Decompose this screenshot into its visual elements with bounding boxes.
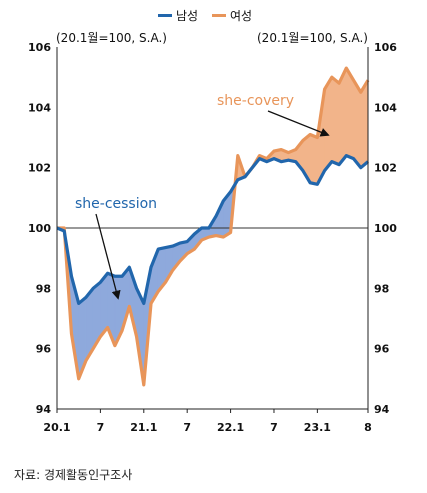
- legend-label-female: 여성: [230, 9, 252, 23]
- x-tick-label: 7: [97, 421, 105, 434]
- gap-area-segment: [346, 67, 354, 160]
- x-tick-label: 23.1: [304, 421, 331, 434]
- y-tick-label-right: 98: [374, 282, 389, 295]
- y-tick-label-left: 102: [28, 162, 51, 175]
- y-tick-label-right: 106: [374, 41, 397, 54]
- y-tick-label-left: 104: [28, 101, 51, 114]
- series-line-female: [57, 66, 370, 387]
- y-tick-label-left: 100: [28, 222, 51, 235]
- x-tick-label: 20.1: [43, 421, 70, 434]
- legend-swatch-female: [212, 14, 226, 17]
- y-tick-label-right: 94: [374, 403, 390, 416]
- y-tick-label-left: 106: [28, 41, 51, 54]
- y-tick-label-right: 96: [374, 343, 390, 356]
- series-lines: [56, 66, 370, 387]
- y-tick-label-left: 98: [36, 282, 51, 295]
- y-tick-label-left: 96: [36, 343, 52, 356]
- legend: 남성 여성: [158, 9, 252, 23]
- gap-area-segment: [309, 134, 318, 185]
- x-tick-label: 21.1: [130, 421, 157, 434]
- legend-label-male: 남성: [176, 9, 198, 23]
- y-tick-label-left: 94: [36, 403, 52, 416]
- annotation-arrow-she-cession: [95, 213, 121, 300]
- annotation-she-covery: she-covery: [217, 93, 294, 109]
- gap-area-segment: [331, 76, 340, 166]
- y-tick-label-right: 104: [374, 101, 397, 114]
- x-tick-label: 22.1: [217, 421, 244, 434]
- annotations: she-cession she-covery: [75, 93, 330, 300]
- source-note: 자료: 경제활동인구조사: [14, 468, 133, 482]
- annotation-arrow-she-covery: [267, 110, 330, 137]
- y-left-unit-label: (20.1월=100, S.A.): [56, 31, 167, 45]
- y-right-unit-label: (20.1월=100, S.A.): [257, 31, 368, 45]
- series-line-male: [56, 154, 370, 306]
- legend-swatch-male: [158, 14, 172, 17]
- y-tick-label-right: 100: [374, 222, 397, 235]
- y-tick-label-right: 102: [374, 162, 397, 175]
- axes: [56, 47, 369, 413]
- tick-labels: 94 94 96 96 98 98 100 100 102 102 104 104 106 106 20.1…: [28, 41, 397, 434]
- x-tick-label: 7: [183, 421, 191, 434]
- annotation-she-cession: she-cession: [75, 196, 157, 212]
- x-tick-label: 8: [364, 421, 372, 434]
- x-tick-label: 7: [270, 421, 278, 434]
